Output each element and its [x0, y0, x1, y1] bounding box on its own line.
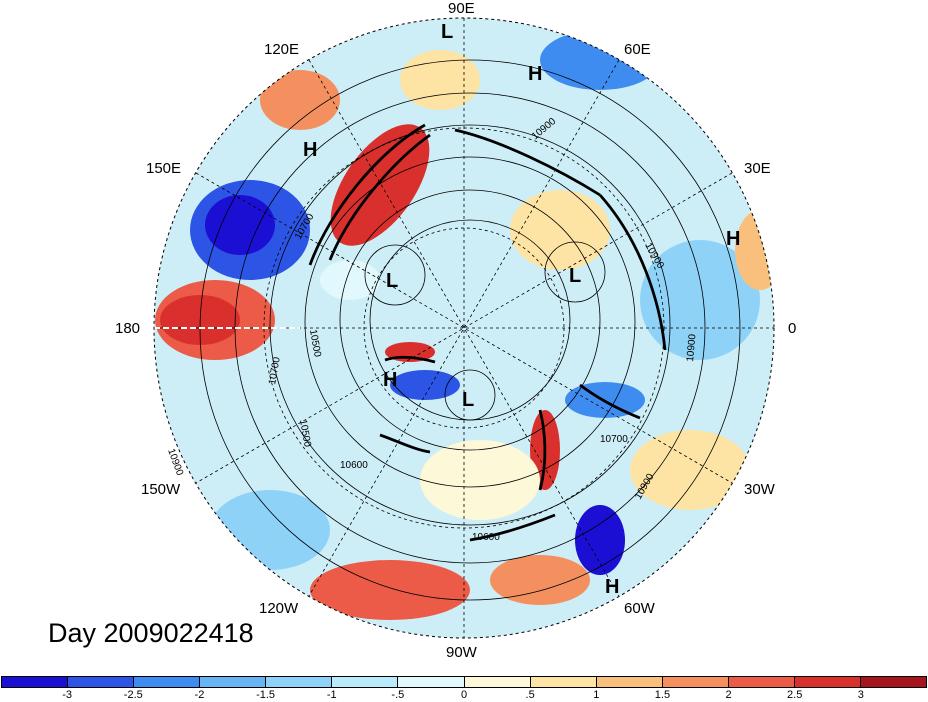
colorbar-swatch: [794, 677, 862, 687]
colorbar-swatch: [464, 677, 531, 687]
contour-label: 10700: [267, 356, 283, 386]
colorbar-tick-label: -.5: [391, 689, 405, 701]
colorbar-tick-label: .5: [525, 689, 535, 701]
lon-label-30e: 30E: [744, 160, 771, 177]
colorbar-tick-label: 0: [460, 689, 468, 701]
date-title: Day 2009022418: [48, 618, 254, 648]
pressure-center-label: H: [303, 139, 317, 161]
colorbar-swatch: [861, 677, 927, 687]
lon-label-90w: 90W: [446, 644, 477, 661]
lon-label-150e: 150E: [146, 160, 182, 177]
contour-label: 10500: [307, 329, 323, 359]
pressure-center-label: L: [462, 389, 474, 411]
lon-label-180: 180: [115, 320, 141, 337]
lon-label-60w: 60W: [624, 600, 655, 617]
colorbar-tick-label: -2: [194, 689, 205, 701]
colorbar-tick-label: -3: [62, 689, 73, 701]
lon-label-120w: 120W: [259, 600, 299, 617]
pressure-center-label: L: [569, 265, 581, 287]
colorbar-swatch: [530, 677, 597, 687]
lon-label-60e: 60E: [624, 41, 651, 58]
colorbar-swatch: [728, 677, 795, 687]
colorbar-tick-label: 1: [593, 689, 600, 701]
pressure-centers: L H H H L L H L H: [303, 21, 740, 598]
colorbar-swatch: [398, 677, 465, 687]
lon-label-30w: 30W: [744, 481, 775, 498]
colorbar-tick-label: 1.5: [654, 689, 671, 701]
pressure-center-label: H: [528, 63, 542, 85]
pressure-center-label: L: [386, 270, 398, 292]
colorbar-swatch: [2, 677, 69, 687]
pressure-center-label: H: [726, 228, 740, 250]
colorbar-tick-label: 3: [857, 689, 864, 701]
contour-label: 10900: [685, 333, 698, 362]
pressure-center-label: H: [383, 369, 397, 391]
colorbar-tick-label: 2: [725, 689, 732, 701]
colorbar-tick-label: 2.5: [787, 689, 803, 701]
anomaly-field: [154, 18, 774, 638]
colorbar-swatch: [68, 677, 135, 687]
contour-label: 10500: [297, 419, 313, 449]
contour-label: 10600: [472, 532, 500, 543]
colorbar-tick-label: -1: [326, 689, 337, 701]
colorbar-tick-label: -2.5: [123, 689, 143, 701]
lon-label-0: 0: [788, 320, 797, 337]
colorbar: [1, 676, 927, 688]
colorbar-swatch: [134, 677, 201, 687]
colorbar-swatch: [662, 677, 729, 687]
lon-label-120e: 120E: [264, 41, 300, 58]
colorbar-tick-label: -1.5: [256, 689, 276, 701]
colorbar-swatch: [266, 677, 333, 687]
colorbar-swatch: [332, 677, 399, 687]
contour-label: 10600: [340, 460, 368, 471]
map-boundary: [153, 17, 775, 639]
lon-label-150w: 150W: [141, 481, 181, 498]
lon-label-90e: 90E: [448, 0, 475, 17]
pressure-center-label: H: [605, 576, 619, 598]
pressure-center-label: L: [441, 21, 453, 43]
colorbar-swatch: [596, 677, 663, 687]
contour-label: 10700: [600, 434, 628, 445]
colorbar-swatch: [200, 677, 267, 687]
